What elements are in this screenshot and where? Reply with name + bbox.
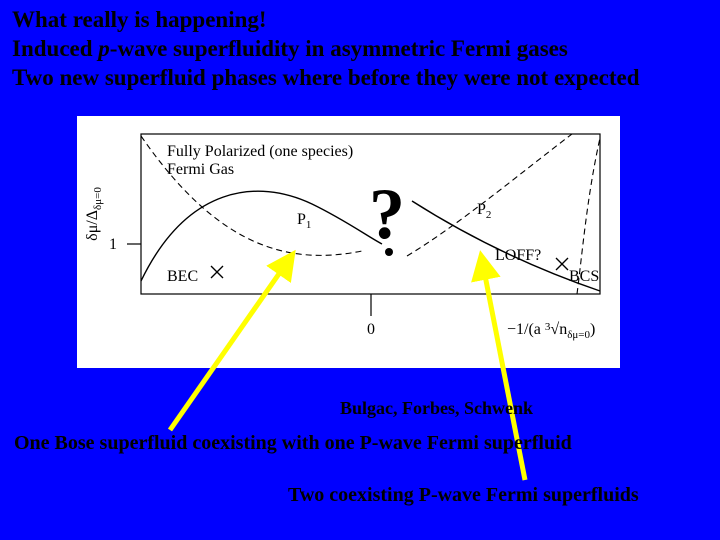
x-axis-label: −1/(a 3√nδμ=0) [507,321,595,341]
caption-two-pwave: Two coexisting P-wave Fermi superfluids [288,484,639,507]
caption-bose-pwave: One Bose superfluid coexisting with one … [14,432,572,455]
phase-diagram-figure: 1 0 δμ/Δδμ=0 −1/(a 3√nδμ=0) Fully Polari… [77,116,620,368]
title-line-1: What really is happening! [12,6,708,35]
bcs-cross-icon [556,258,568,270]
bcs-label: BCS [569,268,599,285]
p1-label: P1 [297,211,311,231]
title-line-3: Two new superfluid phases where before t… [12,64,708,93]
title-block: What really is happening! Induced p-wave… [12,6,708,92]
title-text-3: Two new superfluid phases where before t… [12,65,640,90]
question-mark-dot-icon [385,248,393,256]
bec-cross-icon [211,266,223,278]
title-text-1: What really is happening! [12,7,267,32]
p2-label: P2 [477,201,491,221]
xtick-0-label: 0 [367,321,375,338]
bec-label: BEC [167,268,198,285]
y-axis-label: δμ/Δδμ=0 [84,187,104,241]
ytick-1-label: 1 [109,236,117,253]
phase-diagram-svg: 1 0 δμ/Δδμ=0 −1/(a 3√nδμ=0) Fully Polari… [77,116,620,368]
citation-text: Bulgac, Forbes, Schwenk [340,398,533,419]
title2-p: p [98,36,110,61]
loff-label: LOFF? [495,247,541,264]
title-line-2: Induced p-wave superfluidity in asymmetr… [12,35,708,64]
question-mark-icon: ? [369,174,405,254]
dashed-curve-right [407,134,572,256]
title2-post: -wave superfluidity in asymmetric Fermi … [110,36,568,61]
fully-polarized-label: Fully Polarized (one species) Fermi Gas [167,143,357,178]
title2-pre: Induced [12,36,98,61]
slide-root: What really is happening! Induced p-wave… [0,0,720,540]
